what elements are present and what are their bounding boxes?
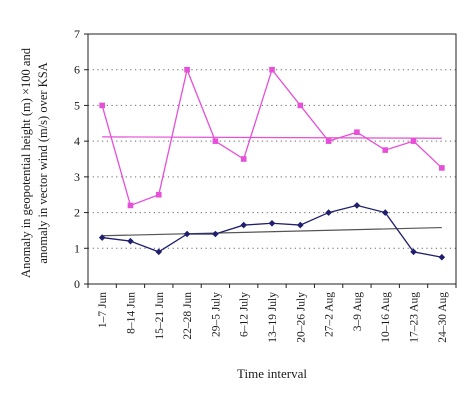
data-point [127, 202, 134, 209]
data-point [382, 147, 389, 153]
y-tick-label: 7 [74, 27, 80, 41]
trend-line [102, 226, 442, 237]
x-tick-label: 3–9 Aug [352, 292, 364, 332]
x-axis-title: Time interval [237, 366, 307, 381]
y-tick-label: 4 [74, 134, 80, 148]
y-tick-label: 5 [74, 98, 80, 112]
x-tick-label: 8–14 Jun [125, 292, 137, 334]
data-point [353, 202, 361, 209]
x-tick-label: 29–5 July [210, 292, 222, 337]
data-point [240, 221, 247, 229]
x-tick-label: 13–19 July [267, 292, 279, 343]
data-point [297, 102, 304, 109]
x-tick-label: 27–2 Aug [324, 292, 336, 337]
trend-line [102, 136, 442, 139]
y-tick-label: 6 [74, 63, 80, 77]
data-point [240, 156, 247, 162]
data-point [325, 138, 332, 144]
data-point [354, 129, 360, 136]
trend-lines [102, 136, 442, 237]
series-markers [98, 66, 446, 261]
data-point [99, 102, 105, 109]
x-tick-label: 20–26 July [295, 292, 307, 343]
data-point [269, 66, 275, 73]
data-point [438, 253, 446, 261]
data-point [297, 221, 304, 229]
data-point [155, 191, 162, 198]
data-point [155, 248, 163, 256]
data-point [410, 138, 417, 144]
data-point [98, 234, 106, 241]
data-point [184, 66, 190, 73]
y-tick-label: 2 [74, 206, 80, 220]
x-tick-label: 10–16 Aug [380, 292, 392, 343]
x-tick-label: 22–28 Jun [182, 292, 194, 340]
y-axis-title: Anomaly in geopotential height (m) ×100 … [19, 47, 50, 278]
plot-area [87, 33, 457, 285]
y-tick-label: 3 [74, 170, 80, 184]
data-point [410, 248, 417, 256]
x-tick-label: 1–7 Jun [97, 292, 109, 328]
data-point [381, 209, 389, 216]
x-tick-label: 17–23 Aug [409, 292, 421, 343]
data-point [212, 138, 219, 144]
x-tick-label: 6–12 July [239, 292, 251, 337]
x-tick-label: 24–30 Aug [437, 292, 449, 343]
data-point [268, 219, 276, 227]
data-point [325, 209, 332, 216]
x-axis: 1–7 Jun 8–14 Jun 15–21 Jun 22–28 Jun 29–5 Ju… [87, 284, 457, 343]
x-tick-label: 15–21 Jun [154, 292, 166, 340]
data-point [127, 237, 134, 245]
y-tick-label: 1 [74, 241, 80, 255]
data-point [439, 165, 445, 171]
data-point [183, 230, 191, 238]
y-tick-label: 0 [74, 277, 80, 291]
data-point [212, 230, 219, 238]
y-axis: 0 1 2 3 4 5 6 7 [74, 27, 88, 291]
